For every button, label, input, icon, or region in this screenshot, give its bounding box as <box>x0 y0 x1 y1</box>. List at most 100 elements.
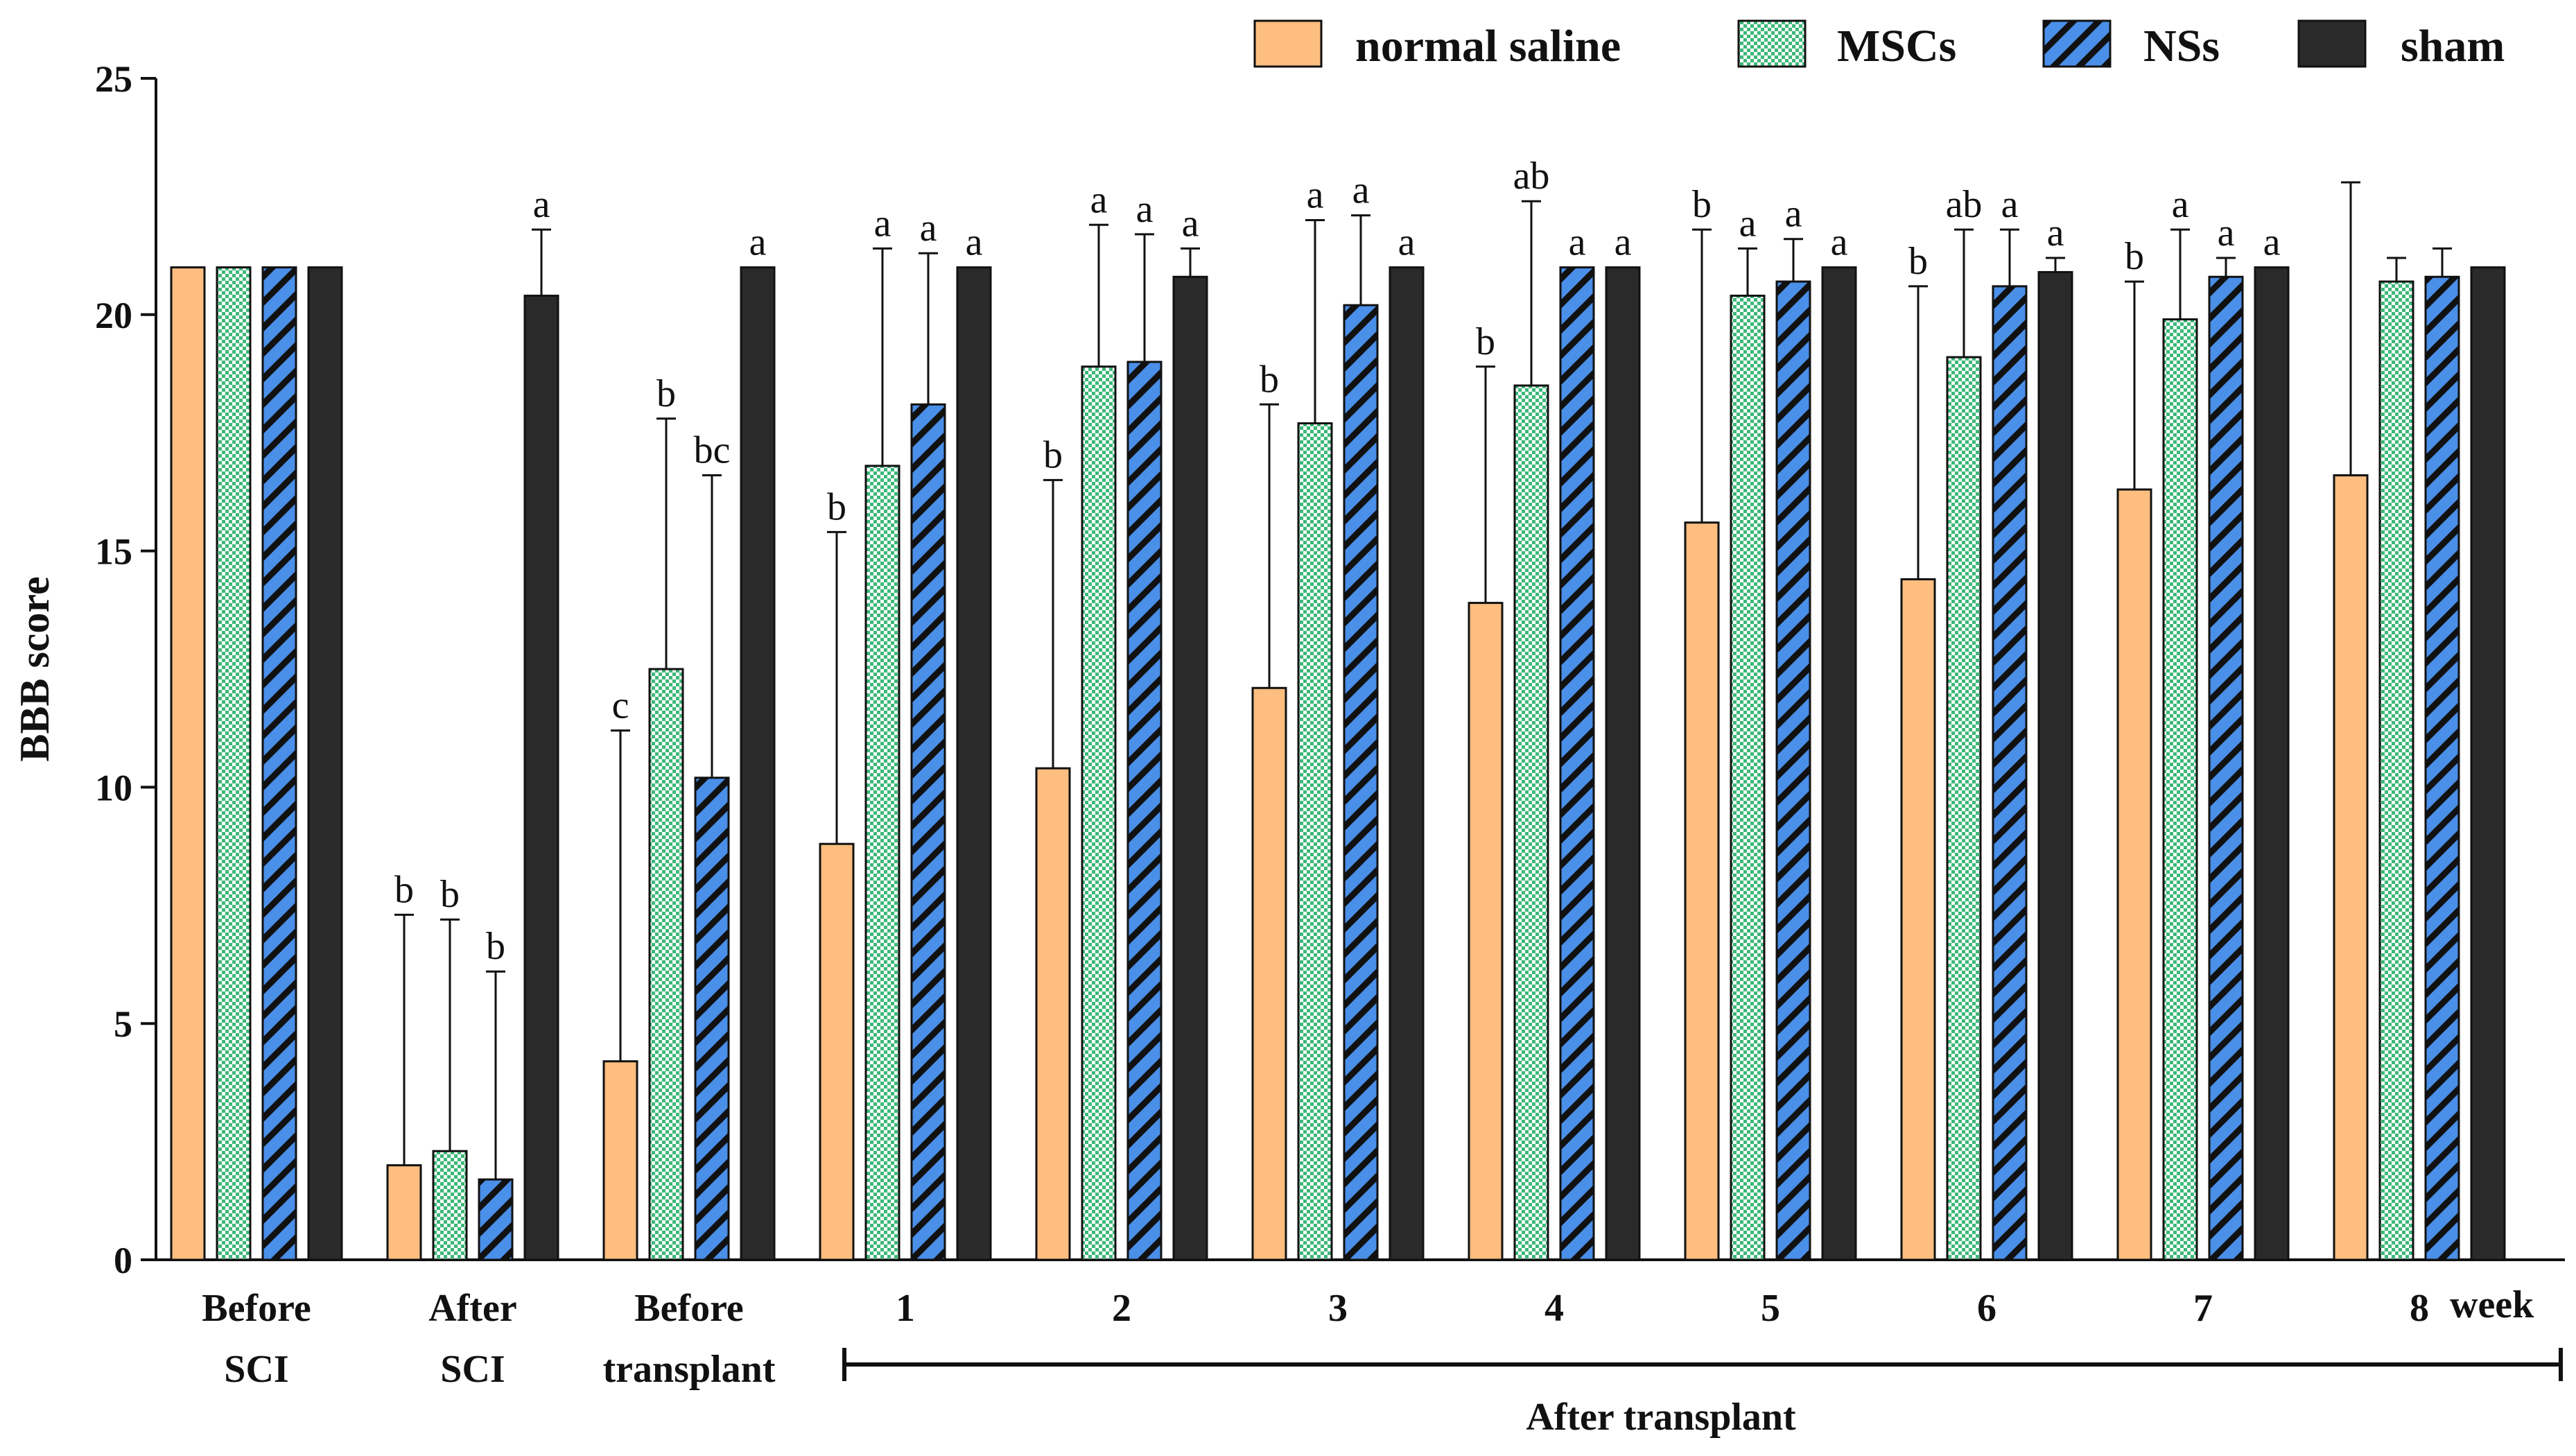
significance-letter: bc <box>694 429 731 472</box>
bar-mscs <box>216 266 252 1261</box>
significance-letter: a <box>1739 202 1757 245</box>
bar-nss <box>478 1178 514 1261</box>
bar-sham <box>740 266 776 1261</box>
significance-letter: b <box>2125 235 2144 278</box>
x-category-label: 1 <box>896 1287 915 1330</box>
significance-letter: b <box>656 372 676 415</box>
y-tick-label: 15 <box>95 531 132 573</box>
bar-nss <box>1559 266 1595 1261</box>
bar-mscs <box>648 668 684 1261</box>
significance-letter: a <box>1182 202 1199 245</box>
legend-swatch-normal-saline <box>1253 19 1323 68</box>
bar-normal-saline <box>2116 488 2152 1261</box>
x-category-label: Before <box>634 1287 744 1330</box>
bar-sham <box>2037 270 2073 1261</box>
significance-letter: a <box>1352 169 1370 212</box>
significance-letter: a <box>1569 221 1586 264</box>
bar-nss <box>1343 304 1379 1261</box>
x-category-label: 3 <box>1328 1287 1348 1330</box>
bar-nss <box>1992 285 2028 1261</box>
significance-letter: a <box>2263 221 2281 264</box>
x-category-label: transplant <box>603 1348 776 1391</box>
significance-letter: b <box>827 485 846 528</box>
x-category-label: 5 <box>1761 1287 1780 1330</box>
legend-swatch-sham <box>2297 19 2367 68</box>
bar-sham <box>523 295 559 1261</box>
significance-letter: a <box>1831 221 1848 264</box>
bar-mscs <box>1730 295 1766 1261</box>
bar-nss <box>1126 361 1163 1261</box>
legend-label-mscs: MSCs <box>1837 21 1956 71</box>
bar-nss <box>1775 280 1811 1261</box>
bar-normal-saline <box>1468 602 1504 1261</box>
bar-sham <box>956 266 992 1261</box>
significance-letter: ab <box>1946 183 1983 226</box>
significance-letter: b <box>486 925 505 968</box>
x-category-label: 7 <box>2193 1287 2213 1330</box>
significance-letter: a <box>2047 211 2064 254</box>
week-unit-label: week <box>2450 1283 2534 1326</box>
significance-letter: b <box>440 873 460 916</box>
bar-sham <box>1821 266 1857 1261</box>
legend-swatch-nss <box>2042 19 2112 68</box>
significance-letter: a <box>2218 211 2235 254</box>
bar-mscs <box>432 1150 468 1261</box>
y-tick-label: 0 <box>114 1240 132 1281</box>
bar-normal-saline <box>819 842 855 1261</box>
legend-label-normal-saline: normal saline <box>1355 21 1621 71</box>
significance-letter: b <box>1908 240 1928 283</box>
bar-mscs <box>864 465 900 1261</box>
bar-normal-saline <box>170 266 206 1261</box>
bar-mscs <box>1946 356 1982 1261</box>
y-tick-label: 20 <box>95 295 132 336</box>
significance-letter: a <box>1307 173 1324 216</box>
bar-mscs <box>2378 280 2414 1261</box>
bar-normal-saline <box>386 1164 422 1261</box>
significance-letter: b <box>1043 433 1063 476</box>
x-category-label: SCI <box>440 1348 505 1391</box>
significance-letter: a <box>966 221 983 264</box>
legend-label-sham: sham <box>2401 21 2505 71</box>
bar-nss <box>694 777 730 1261</box>
bar-mscs <box>1513 384 1549 1261</box>
significance-letter: b <box>1692 183 1712 226</box>
bar-sham <box>2254 266 2290 1261</box>
x-category-label: 4 <box>1544 1287 1564 1330</box>
after-transplant-label: After transplant <box>1526 1396 1796 1439</box>
bar-normal-saline <box>1035 767 1071 1261</box>
x-category-label: 6 <box>1977 1287 1996 1330</box>
significance-letter: a <box>1136 188 1154 231</box>
significance-letter: a <box>533 183 550 226</box>
x-category-label: 8 <box>2410 1287 2429 1330</box>
significance-letter: a <box>1398 221 1416 264</box>
bar-normal-saline <box>1900 578 1936 1261</box>
significance-letter: ab <box>1513 155 1550 198</box>
bar-mscs <box>1081 365 1117 1261</box>
significance-letter: a <box>749 221 767 264</box>
bar-normal-saline <box>1251 686 1287 1261</box>
significance-letter: c <box>612 684 629 727</box>
bar-nss <box>910 403 946 1261</box>
y-tick-label: 5 <box>114 1003 132 1045</box>
significance-letter: a <box>1785 193 1802 236</box>
significance-letter: b <box>394 868 414 911</box>
bar-nss <box>261 266 297 1261</box>
bars <box>170 181 2506 1261</box>
bar-sham <box>2470 266 2506 1261</box>
bar-sham <box>1172 275 1208 1261</box>
x-category-label: SCI <box>224 1348 288 1391</box>
x-category-label: 2 <box>1112 1287 1131 1330</box>
legend-swatch-mscs <box>1737 19 1807 68</box>
significance-letter: a <box>2001 183 2019 226</box>
significance-letter: a <box>2172 183 2189 226</box>
bar-nss <box>2424 275 2460 1261</box>
bar-sham <box>1389 266 1425 1261</box>
bar-mscs <box>1297 422 1333 1261</box>
bar-normal-saline <box>2333 474 2369 1261</box>
significance-letter: a <box>874 202 891 245</box>
y-tick-label: 10 <box>95 767 132 808</box>
significance-letter: a <box>920 207 937 250</box>
legend: normal saline MSCs NSs sham <box>1253 19 2505 71</box>
significance-letter: b <box>1260 358 1279 401</box>
